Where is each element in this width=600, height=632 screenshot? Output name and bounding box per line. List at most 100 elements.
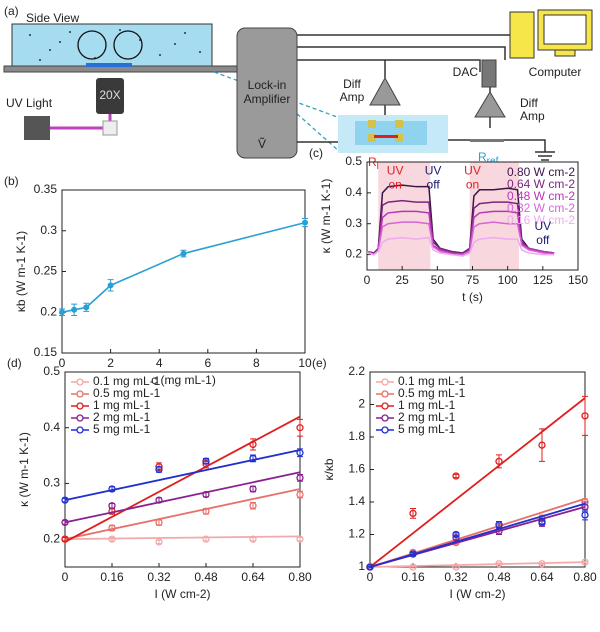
legend-label: 0.80 W cm-2 (507, 165, 575, 179)
x-tick-label: 125 (533, 273, 553, 287)
annotation: off (427, 177, 441, 191)
point (202, 490, 210, 499)
x-tick-label: 0 (364, 273, 371, 287)
x-tick-label: 75 (466, 273, 480, 287)
error-bar (250, 438, 256, 451)
point (296, 490, 304, 499)
x-tick-label: 0.32 (147, 570, 171, 584)
label: Lock-in (248, 78, 287, 92)
label: Amplifier (244, 92, 291, 106)
y-axis-title: κ (W m-1 K-1) (319, 179, 333, 254)
legend-marker (381, 414, 389, 422)
point (538, 560, 546, 568)
legend-label: 0.48 W cm-2 (507, 189, 575, 203)
legend-marker (381, 390, 389, 398)
x-tick-label: 0 (367, 570, 374, 584)
heater-line (374, 135, 398, 138)
x-tick-label: 0.80 (573, 570, 597, 584)
point (155, 465, 163, 474)
label: Amp (340, 90, 365, 104)
x-tick-label: 4 (156, 356, 163, 370)
point (296, 424, 304, 432)
label: Amp (520, 109, 545, 123)
y-tick-label: 0.2 (345, 247, 362, 261)
label: DAC (453, 65, 479, 79)
y-tick-label: 0.2 (40, 304, 57, 318)
x-tick-label: 0 (59, 356, 66, 370)
x-tick-label: 0 (62, 570, 69, 584)
error-bar (582, 395, 588, 436)
point (108, 502, 116, 510)
x-tick-label: 50 (431, 273, 445, 287)
error-bar (539, 428, 545, 462)
label: Side View (26, 11, 79, 25)
point (581, 412, 589, 420)
error-bar (367, 565, 373, 569)
screen (543, 14, 587, 45)
y-tick-label: 0.3 (43, 476, 60, 490)
panel-label: (d) (7, 356, 22, 370)
annotation: UV (534, 219, 551, 233)
panel-label: (b) (4, 174, 19, 188)
y-tick-label: 0.35 (34, 182, 58, 196)
annotation: on (466, 177, 479, 191)
point (59, 309, 65, 316)
stand (554, 49, 576, 57)
point (495, 521, 503, 529)
x-tick-label: 0.64 (530, 570, 554, 584)
error-bar (496, 562, 502, 566)
x-tick-label: 0.48 (487, 570, 511, 584)
y-axis-title: κ (W m-1 K-1) (17, 432, 31, 507)
point (155, 496, 163, 504)
annotation: off (536, 233, 550, 247)
panel-label: (c) (309, 146, 323, 160)
x-tick-label: 8 (253, 356, 260, 370)
annotation: UV (387, 163, 404, 177)
point (107, 282, 114, 289)
fit-line (64, 488, 301, 541)
legend-label: 5 mg mL-1 (93, 422, 151, 436)
point (452, 472, 460, 480)
legend-label: 0.1 mg mL-1 (398, 374, 466, 388)
legend-label: 0.32 W cm-2 (507, 201, 575, 215)
point (83, 304, 90, 311)
error-bar (410, 565, 416, 569)
guide (249, 71, 341, 153)
legend-label: 0.64 W cm-2 (507, 177, 575, 191)
point (155, 538, 163, 546)
y-axis-title: κb (W m-1 K-1) (14, 231, 28, 312)
x-axis-title: t (s) (462, 290, 483, 304)
point (249, 502, 257, 510)
fit-line (369, 561, 586, 568)
line (366, 210, 555, 256)
axes-frame (61, 189, 306, 354)
error-bar (453, 565, 459, 569)
fit-line (64, 415, 301, 543)
y-tick-label: 1.6 (348, 462, 365, 476)
y-tick-label: 0.15 (34, 345, 58, 359)
objective (96, 78, 124, 114)
label: Rref (478, 150, 499, 166)
x-tick-label: 10 (298, 356, 312, 370)
guide (213, 71, 341, 119)
ref-line (470, 139, 504, 142)
fit-line (369, 397, 586, 568)
y-tick-label: 1.8 (348, 429, 365, 443)
fit-line (64, 449, 301, 502)
legend-label: 5 mg mL-1 (398, 422, 456, 436)
x-axis-title: I (W cm-2) (450, 587, 506, 601)
label: UV Light (6, 96, 53, 110)
point (61, 518, 69, 527)
point (296, 474, 304, 482)
point (581, 511, 589, 519)
error-bar (297, 418, 303, 437)
point (249, 535, 257, 543)
label: Diff (343, 77, 361, 91)
x-tick-label: 25 (395, 273, 409, 287)
chip (355, 121, 427, 145)
label: Diff (520, 96, 538, 110)
line (366, 221, 555, 256)
point (495, 560, 503, 568)
axes-frame (64, 371, 301, 568)
point (202, 535, 210, 543)
